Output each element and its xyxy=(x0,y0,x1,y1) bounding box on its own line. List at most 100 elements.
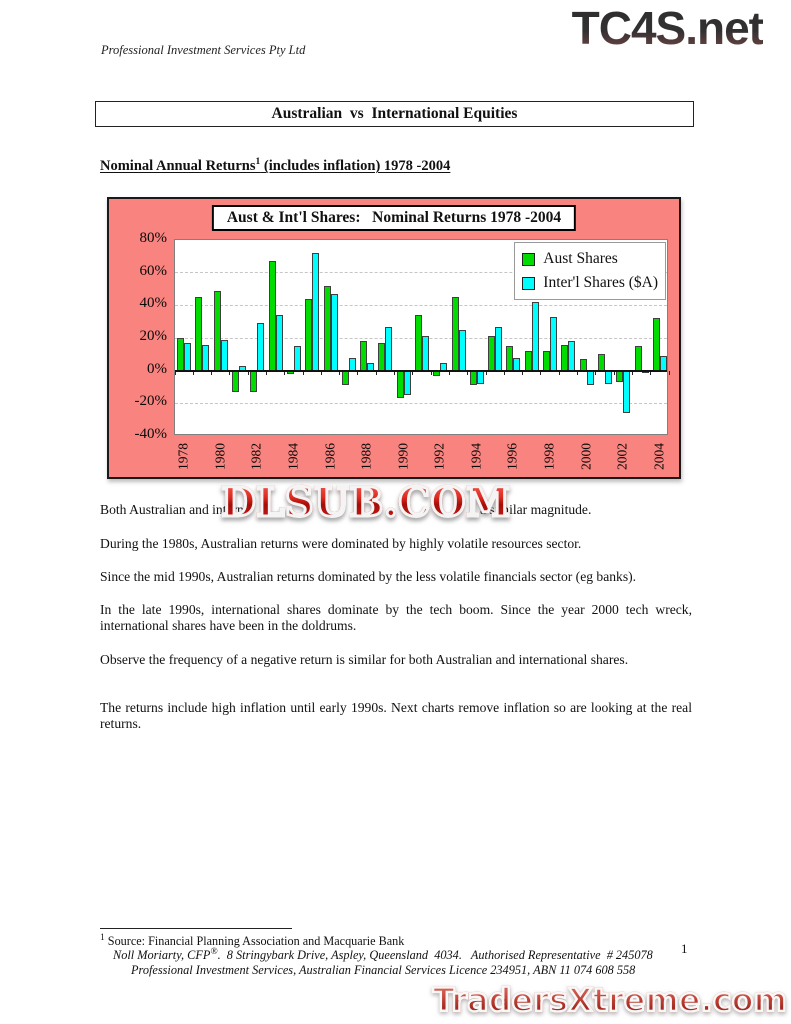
category-tick xyxy=(357,370,359,375)
x-tick-label-1984: 1984 xyxy=(285,443,301,470)
bar-aust-2002 xyxy=(616,370,624,383)
company-header: Professional Investment Services Pty Ltd xyxy=(101,43,306,57)
bar-intl-1984 xyxy=(293,346,301,371)
section-heading: Nominal Annual Returns1 (includes inflat… xyxy=(100,157,450,175)
category-tick xyxy=(503,370,505,375)
gridline--20 xyxy=(175,402,667,404)
x-tick-label-1996: 1996 xyxy=(504,443,520,470)
bar-aust-1981 xyxy=(232,370,240,392)
paragraph-2: During the 1980s, Australian returns wer… xyxy=(100,536,582,551)
chart-box: Aust & Int'l Shares: Nominal Returns 197… xyxy=(107,197,681,479)
y-tick-label-20%: 20% xyxy=(139,328,168,344)
bar-aust-1991 xyxy=(415,315,422,371)
tradersxtreme-logo: TradersXtreme.com xyxy=(432,980,789,1021)
legend-label-intl: Inter'l Shares ($A) xyxy=(543,274,658,291)
x-tick-label-1986: 1986 xyxy=(322,443,338,470)
category-tick xyxy=(522,370,524,375)
bar-aust-1997 xyxy=(524,351,532,371)
bar-intl-2001 xyxy=(604,370,612,384)
bar-intl-1985 xyxy=(312,253,320,371)
bar-intl-1986 xyxy=(330,293,338,371)
paragraph-5: Observe the frequency of a negative retu… xyxy=(100,652,629,667)
category-tick xyxy=(174,370,176,375)
x-axis-line xyxy=(175,370,667,372)
category-tick xyxy=(631,370,633,375)
legend-label-aust: Aust Shares xyxy=(543,250,618,267)
paragraph-6: The returns include high inflation until… xyxy=(100,700,692,731)
y-tick-label-60%: 60% xyxy=(139,262,168,279)
category-tick xyxy=(394,370,396,375)
adviser-name: Noll Moriarty, CFP xyxy=(113,948,211,962)
category-tick xyxy=(265,370,267,375)
intl-shares-swatch xyxy=(522,276,536,290)
chart-title: Aust & Int'l Shares: Nominal Returns 197… xyxy=(211,205,577,231)
paragraph-3: Since the mid 1990s, Australian returns … xyxy=(100,569,637,584)
bar-intl-2000 xyxy=(586,370,594,386)
bar-intl-1995 xyxy=(495,326,503,371)
category-tick xyxy=(284,370,286,375)
bar-intl-1990 xyxy=(403,370,411,396)
bar-aust-1995 xyxy=(488,336,496,371)
x-tick-label-1992: 1992 xyxy=(431,443,447,470)
bar-aust-2004 xyxy=(652,318,660,371)
x-tick-label-2004: 2004 xyxy=(651,443,667,470)
y-tick-label--20%: -20% xyxy=(134,393,168,410)
category-tick xyxy=(540,370,542,375)
aust-shares-swatch xyxy=(522,252,536,266)
bar-intl-1987 xyxy=(348,357,356,371)
bar-aust-1999 xyxy=(561,344,569,371)
bar-intl-1997 xyxy=(531,302,539,371)
x-tick-label-2002: 2002 xyxy=(614,443,630,470)
category-tick xyxy=(558,370,560,375)
bar-intl-1978 xyxy=(184,342,192,371)
footnote-source: 1 Source: Financial Planning Association… xyxy=(100,933,404,949)
category-tick xyxy=(192,370,194,375)
bar-intl-1989 xyxy=(385,326,393,371)
paragraph-1-left: Both Australian and interna xyxy=(100,502,250,517)
bar-aust-1993 xyxy=(451,297,459,371)
footnote-licence-line: Professional Investment Services, Austra… xyxy=(131,963,636,977)
paragraph-4: In the late 1990s, international shares … xyxy=(100,602,692,633)
footnote-adviser-line: Noll Moriarty, CFP®. 8 Stringybark Drive… xyxy=(113,947,653,963)
bar-aust-1982 xyxy=(250,370,258,392)
bar-intl-1988 xyxy=(367,362,375,371)
x-tick-label-1998: 1998 xyxy=(541,443,557,470)
category-tick xyxy=(302,370,304,375)
y-tick-label-80%: 80% xyxy=(139,230,168,246)
legend-item-aust: Aust Shares xyxy=(522,247,658,271)
bar-aust-1978 xyxy=(177,338,185,371)
bar-intl-1999 xyxy=(568,341,576,371)
y-tick-label-0%: 0% xyxy=(147,360,167,377)
bar-intl-1983 xyxy=(275,315,283,371)
bar-intl-1980 xyxy=(220,339,228,371)
y-tick-label-40%: 40% xyxy=(139,295,168,312)
bar-aust-1985 xyxy=(305,298,313,371)
category-tick xyxy=(577,370,579,375)
gridline-60 xyxy=(175,272,667,274)
x-tick-label-1988: 1988 xyxy=(358,443,374,470)
y-tick-label--40%: -40% xyxy=(134,426,168,442)
bar-aust-2001 xyxy=(597,354,605,371)
chart-legend: Aust Shares Inter'l Shares ($A) xyxy=(514,242,666,300)
bar-aust-1986 xyxy=(323,285,331,371)
bar-aust-1979 xyxy=(195,297,203,371)
bar-aust-1994 xyxy=(469,370,477,386)
bar-aust-1983 xyxy=(268,261,276,371)
bar-intl-1998 xyxy=(550,316,558,371)
x-tick-label-1982: 1982 xyxy=(248,443,264,470)
bar-intl-1992 xyxy=(440,362,448,371)
tc4s-logo: TC4S.net xyxy=(571,2,764,54)
x-tick-label-2000: 2000 xyxy=(578,443,594,470)
bar-aust-1980 xyxy=(213,290,221,371)
dlsub-watermark: DLSUB.COM xyxy=(220,478,512,528)
bar-intl-1994 xyxy=(476,370,484,384)
bar-intl-1996 xyxy=(513,357,521,371)
bar-aust-1989 xyxy=(378,342,386,371)
bar-aust-1987 xyxy=(341,370,349,386)
x-tick-label-1990: 1990 xyxy=(395,443,411,470)
x-tick-label-1978: 1978 xyxy=(175,443,191,470)
legend-item-intl: Inter'l Shares ($A) xyxy=(522,271,658,295)
category-tick xyxy=(448,370,450,375)
category-tick xyxy=(650,370,652,375)
